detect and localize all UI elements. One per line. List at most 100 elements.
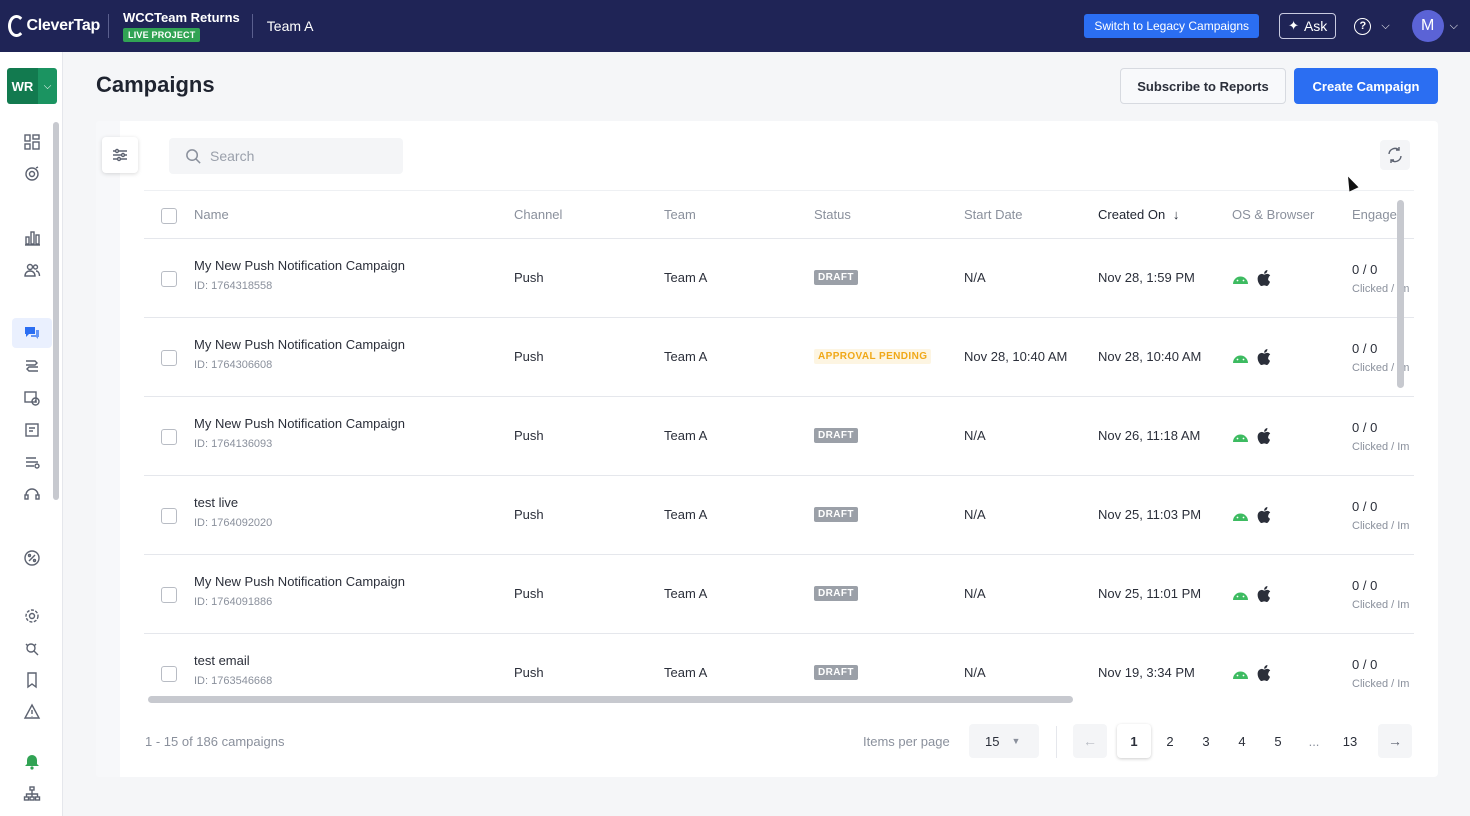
campaign-name-cell[interactable]: My New Push Notification Campaign ID: 176… (194, 416, 405, 450)
bookmark-icon[interactable] (12, 665, 52, 695)
campaign-name-cell[interactable]: My New Push Notification Campaign ID: 176… (194, 258, 405, 292)
row-checkbox[interactable] (161, 666, 177, 682)
table-row[interactable]: My New Push Notification Campaign ID: 176… (144, 239, 1414, 318)
team-selector[interactable]: Team A (266, 18, 314, 34)
apple-icon (1257, 349, 1271, 370)
switch-to-legacy-button[interactable]: Switch to Legacy Campaigns (1084, 14, 1260, 38)
campaigns-icon[interactable] (12, 318, 52, 348)
support-icon[interactable] (12, 479, 52, 509)
items-per-page-value: 15 (985, 733, 1000, 749)
filter-sliders-icon (113, 148, 127, 162)
sync-button[interactable] (1380, 140, 1410, 170)
table-vertical-scrollbar[interactable] (1397, 200, 1404, 388)
hierarchy-icon[interactable] (12, 779, 52, 809)
project-switcher[interactable]: WCCTeam Returns LIVE PROJECT (123, 10, 240, 42)
segment-icon[interactable] (12, 159, 52, 189)
campaign-name-link[interactable]: test email (194, 653, 250, 668)
items-per-page-select[interactable]: 15 ▼ (969, 724, 1039, 758)
table-row[interactable]: My New Push Notification Campaign ID: 176… (144, 397, 1414, 476)
chevron-down-icon[interactable]: ⌵ (1381, 19, 1390, 32)
avatar[interactable]: M (1411, 10, 1444, 42)
campaign-name-link[interactable]: My New Push Notification Campaign (194, 574, 405, 589)
workspace-switcher[interactable]: WR ⌵ (7, 68, 57, 104)
start-date-cell: N/A (964, 586, 986, 601)
row-checkbox[interactable] (161, 271, 177, 287)
campaign-id: ID: 1764306608 (194, 359, 273, 371)
engaged-sublabel: Clicked / Im (1352, 283, 1410, 295)
created-on-cell: Nov 28, 10:40 AM (1098, 349, 1202, 364)
apple-icon (1257, 507, 1271, 528)
catalog-icon[interactable] (12, 447, 52, 477)
page-3-button[interactable]: 3 (1202, 733, 1210, 749)
debug-icon[interactable] (12, 633, 52, 663)
column-header-name[interactable]: Name (194, 207, 229, 222)
column-header-engaged[interactable]: Engaged (1352, 207, 1405, 222)
team-cell: Team A (664, 665, 708, 680)
create-campaign-button[interactable]: Create Campaign (1294, 68, 1438, 104)
page-2-button[interactable]: 2 (1166, 733, 1174, 749)
sparkle-icon: ✦ (1288, 18, 1299, 33)
dashboard-icon[interactable] (12, 127, 52, 157)
column-header-status[interactable]: Status (814, 207, 851, 222)
help-icon[interactable]: ? (1354, 17, 1372, 35)
search-input[interactable] (210, 148, 390, 164)
chevron-down-icon[interactable]: ⌵ (1449, 19, 1458, 32)
search-box[interactable] (169, 138, 403, 174)
campaign-name-link[interactable]: test live (194, 495, 239, 510)
page-1-button[interactable]: 1 (1117, 724, 1151, 758)
pagination-range: 1 - 15 of 186 campaigns (145, 734, 285, 749)
column-header-team[interactable]: Team (664, 207, 696, 222)
row-checkbox[interactable] (161, 350, 177, 366)
engaged-cell: 0 / 0 Clicked / Im (1352, 578, 1409, 611)
row-checkbox[interactable] (161, 587, 177, 603)
users-icon[interactable] (12, 255, 52, 285)
row-checkbox[interactable] (161, 429, 177, 445)
notification-bell-icon[interactable] (12, 747, 52, 777)
android-icon (1232, 667, 1249, 685)
offers-icon[interactable] (12, 543, 52, 573)
page-5-button[interactable]: 5 (1274, 733, 1282, 749)
journeys-icon[interactable] (12, 351, 52, 381)
ask-button[interactable]: ✦ Ask (1279, 13, 1337, 39)
filter-button[interactable] (102, 137, 138, 173)
table-row[interactable]: My New Push Notification Campaign ID: 176… (144, 555, 1414, 634)
os-browser-cell (1232, 349, 1271, 370)
campaign-name-cell[interactable]: test email ID: 1763546668 (194, 653, 272, 687)
table-row[interactable]: test email ID: 1763546668 Push Team A DRAFT N… (144, 634, 1414, 693)
engaged-value: 0 / 0 (1352, 657, 1378, 672)
engaged-value: 0 / 0 (1352, 578, 1378, 593)
schedule-icon[interactable] (12, 383, 52, 413)
next-page-button[interactable]: → (1378, 724, 1412, 758)
android-icon (1232, 509, 1249, 527)
prev-page-button[interactable]: ← (1073, 724, 1107, 758)
table-horizontal-scrollbar[interactable] (148, 696, 1073, 703)
campaign-name-link[interactable]: My New Push Notification Campaign (194, 416, 405, 431)
settings-icon[interactable] (12, 601, 52, 631)
page-4-button[interactable]: 4 (1238, 733, 1246, 749)
start-date-cell: N/A (964, 428, 986, 443)
campaign-name-link[interactable]: My New Push Notification Campaign (194, 337, 405, 352)
created-on-cell: Nov 25, 11:03 PM (1098, 507, 1202, 522)
select-all-checkbox[interactable] (161, 208, 177, 224)
campaign-name-cell[interactable]: My New Push Notification Campaign ID: 176… (194, 337, 405, 371)
alert-icon[interactable] (12, 697, 52, 727)
campaign-name-link[interactable]: My New Push Notification Campaign (194, 258, 405, 273)
status-badge: DRAFT (814, 507, 858, 522)
campaign-name-cell[interactable]: My New Push Notification Campaign ID: 176… (194, 574, 405, 608)
team-cell: Team A (664, 270, 708, 285)
campaign-name-cell[interactable]: test live ID: 1764092020 (194, 495, 272, 529)
column-header-start-date[interactable]: Start Date (964, 207, 1023, 222)
sidebar-scrollbar[interactable] (53, 122, 59, 500)
column-header-channel[interactable]: Channel (514, 207, 563, 222)
table-row[interactable]: My New Push Notification Campaign ID: 176… (144, 318, 1414, 397)
subscribe-to-reports-button[interactable]: Subscribe to Reports (1120, 68, 1286, 104)
column-header-created-on[interactable]: Created On ↓ (1098, 207, 1179, 222)
table-row[interactable]: test live ID: 1764092020 Push Team A DRAFT N/… (144, 476, 1414, 555)
clevertap-logo[interactable]: CleverTap (8, 0, 100, 52)
page-13-button[interactable]: 13 (1342, 733, 1358, 749)
row-checkbox[interactable] (161, 508, 177, 524)
campaigns-card: Name Channel Team Status Start Date Crea… (96, 121, 1438, 777)
content-icon[interactable] (12, 415, 52, 445)
column-header-os-browser[interactable]: OS & Browser (1232, 207, 1315, 222)
analytics-icon[interactable] (12, 223, 52, 253)
